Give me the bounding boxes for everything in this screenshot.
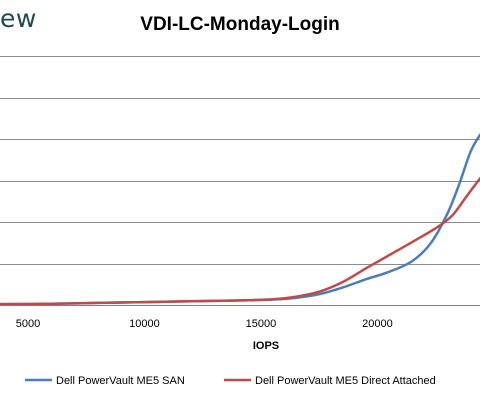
gridlines <box>0 56 480 265</box>
series-line-2 <box>0 177 480 306</box>
x-tick-label: 15000 <box>246 318 277 330</box>
legend-label-2: Dell PowerVault ME5 Direct Attached <box>255 375 436 387</box>
chart-title: VDI-LC-Monday-Login <box>140 14 340 35</box>
x-tick-label: 5000 <box>16 318 40 330</box>
x-tick-label: 10000 <box>129 318 160 330</box>
x-tick-labels: 5000 10000 15000 20000 <box>16 318 393 330</box>
legend-label-1: Dell PowerVault ME5 SAN <box>56 375 185 387</box>
series-line-1 <box>0 133 480 306</box>
legend: Dell PowerVault ME5 SAN Dell PowerVault M… <box>25 375 436 387</box>
series-lines <box>0 133 480 306</box>
x-axis-label: IOPS <box>253 340 279 352</box>
x-tick-label: 20000 <box>362 318 393 330</box>
brand-logo-fragment: ew <box>0 4 37 33</box>
